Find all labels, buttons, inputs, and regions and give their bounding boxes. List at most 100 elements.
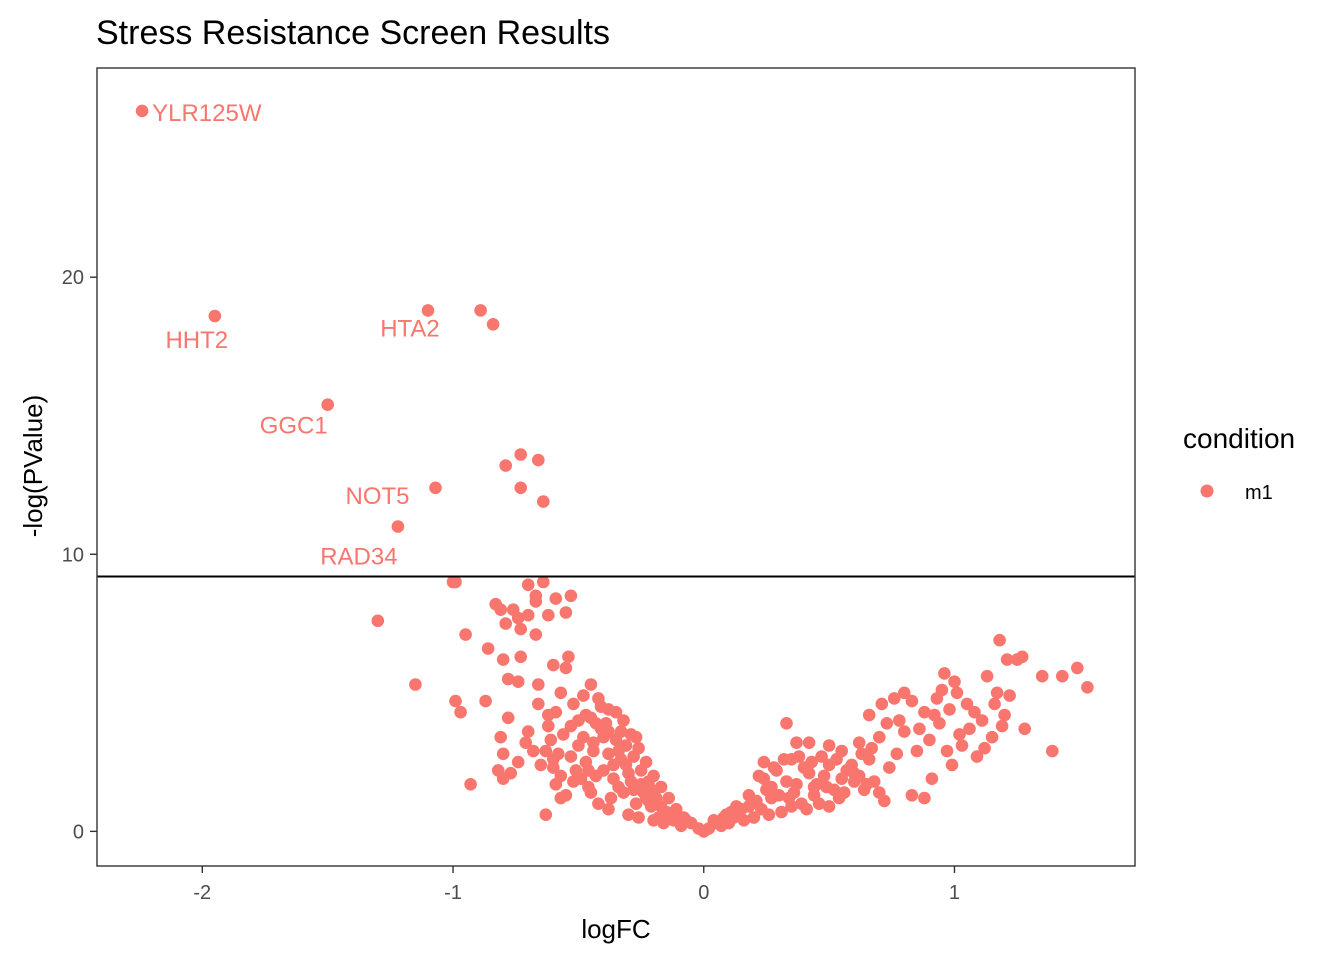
data-point [582,764,595,777]
data-point [584,678,598,691]
data-point [657,816,670,830]
data-point [602,802,615,816]
data-point [564,589,578,603]
data-point [780,775,793,788]
data-point [800,802,813,816]
data-point [539,808,553,821]
data-point [496,747,510,761]
legend-label-m1: m1 [1245,482,1273,504]
data-point [928,708,941,722]
data-point [775,805,788,819]
data-point [745,797,758,810]
data-point [612,744,625,758]
data-point [757,772,771,785]
data-point [664,808,678,821]
data-point [888,692,901,705]
legend-key-m1 [1200,484,1214,498]
data-point [579,708,593,722]
data-point [782,791,796,805]
data-point [873,786,886,799]
data-point [537,495,550,508]
legend: condition m1 [1183,423,1295,504]
data-point [627,783,640,797]
data-point [1000,653,1014,666]
x-tick-label: -2 [193,882,211,904]
data-point [532,453,545,467]
data-point [481,642,495,655]
data-point [757,755,771,769]
y-tick-label: 10 [62,544,84,566]
data-point [822,739,836,752]
data-point [792,750,806,763]
data-point [830,753,843,766]
data-point [582,780,595,794]
data-point [529,595,543,608]
data-point [629,730,643,744]
data-point [755,802,768,816]
point-label: HHT2 [165,327,228,354]
data-point [1056,669,1069,683]
data-point [602,747,615,761]
data-point [607,758,620,772]
data-point [634,764,648,777]
data-point [544,733,558,747]
data-point [898,725,911,738]
data-point [627,750,640,763]
data-point [632,811,645,824]
data-point [925,772,939,785]
data-point [1003,689,1016,702]
data-point [486,318,500,331]
data-point [496,772,510,785]
data-point [429,481,442,495]
chart-title: Stress Resistance Screen Results [96,14,610,52]
data-point [707,814,721,827]
data-point [820,780,833,794]
data-point [679,814,693,827]
data-point [968,705,981,719]
data-point [514,650,527,664]
data-point [940,744,954,758]
data-point [880,717,894,730]
data-point [960,697,974,711]
data-point [474,304,487,317]
points-layer [135,104,1094,838]
data-point [978,741,991,755]
point-label: YLR125W [152,100,262,127]
data-point [567,697,580,711]
data-point [654,800,668,813]
data-point [988,697,1001,711]
x-tick-label: -1 [444,882,462,904]
legend-title: condition [1183,423,1295,454]
data-point [542,719,555,733]
data-point [1015,650,1029,664]
data-point [943,703,956,716]
point-labels-layer: YLR125W HHT2 HTA2 GGC1 NOT5 RAD34 [152,100,440,571]
data-point [993,633,1006,647]
data-point [913,722,926,736]
point-label: NOT5 [345,483,409,510]
x-tick-label: 0 [698,882,709,904]
point-label: RAD34 [320,544,397,571]
data-point [805,755,818,769]
data-point [790,778,803,791]
data-point [1046,744,1059,758]
data-point [777,753,791,766]
data-point [938,667,951,680]
data-point [592,797,605,810]
data-point [1081,681,1094,694]
data-point [371,614,385,628]
x-axis-title: logFC [581,914,650,944]
data-point [802,766,816,780]
data-point [514,448,527,461]
data-point [998,708,1011,722]
data-point [893,714,906,727]
data-point [479,694,492,708]
data-point [549,705,563,719]
data-point [577,689,590,702]
data-point [564,719,578,733]
data-point [501,672,515,686]
data-point [547,753,560,766]
data-point [975,714,989,727]
data-point [494,603,508,616]
